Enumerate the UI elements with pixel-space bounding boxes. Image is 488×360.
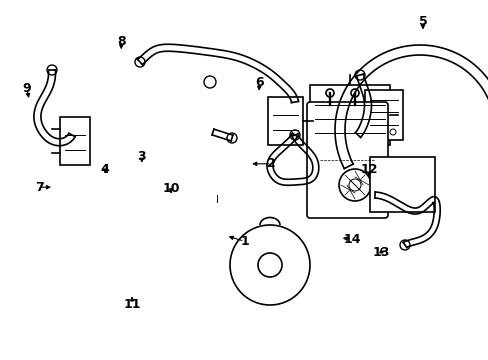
Text: 9: 9 <box>22 82 31 95</box>
Bar <box>60 117 90 165</box>
Bar <box>364 90 402 140</box>
Text: 7: 7 <box>35 181 43 194</box>
Text: 1: 1 <box>240 235 248 248</box>
Text: 2: 2 <box>266 157 275 170</box>
Text: 6: 6 <box>254 76 263 89</box>
Text: 13: 13 <box>372 246 389 258</box>
FancyBboxPatch shape <box>306 102 387 218</box>
Bar <box>267 97 303 145</box>
Text: 14: 14 <box>343 233 360 246</box>
Text: 12: 12 <box>360 163 377 176</box>
Text: 11: 11 <box>123 298 141 311</box>
Text: I: I <box>216 195 219 205</box>
Text: 10: 10 <box>162 183 180 195</box>
Text: 3: 3 <box>137 150 146 163</box>
Text: 4: 4 <box>101 163 109 176</box>
Text: 5: 5 <box>418 15 427 28</box>
Bar <box>369 157 434 212</box>
Bar <box>309 85 389 145</box>
Text: 8: 8 <box>117 35 125 48</box>
